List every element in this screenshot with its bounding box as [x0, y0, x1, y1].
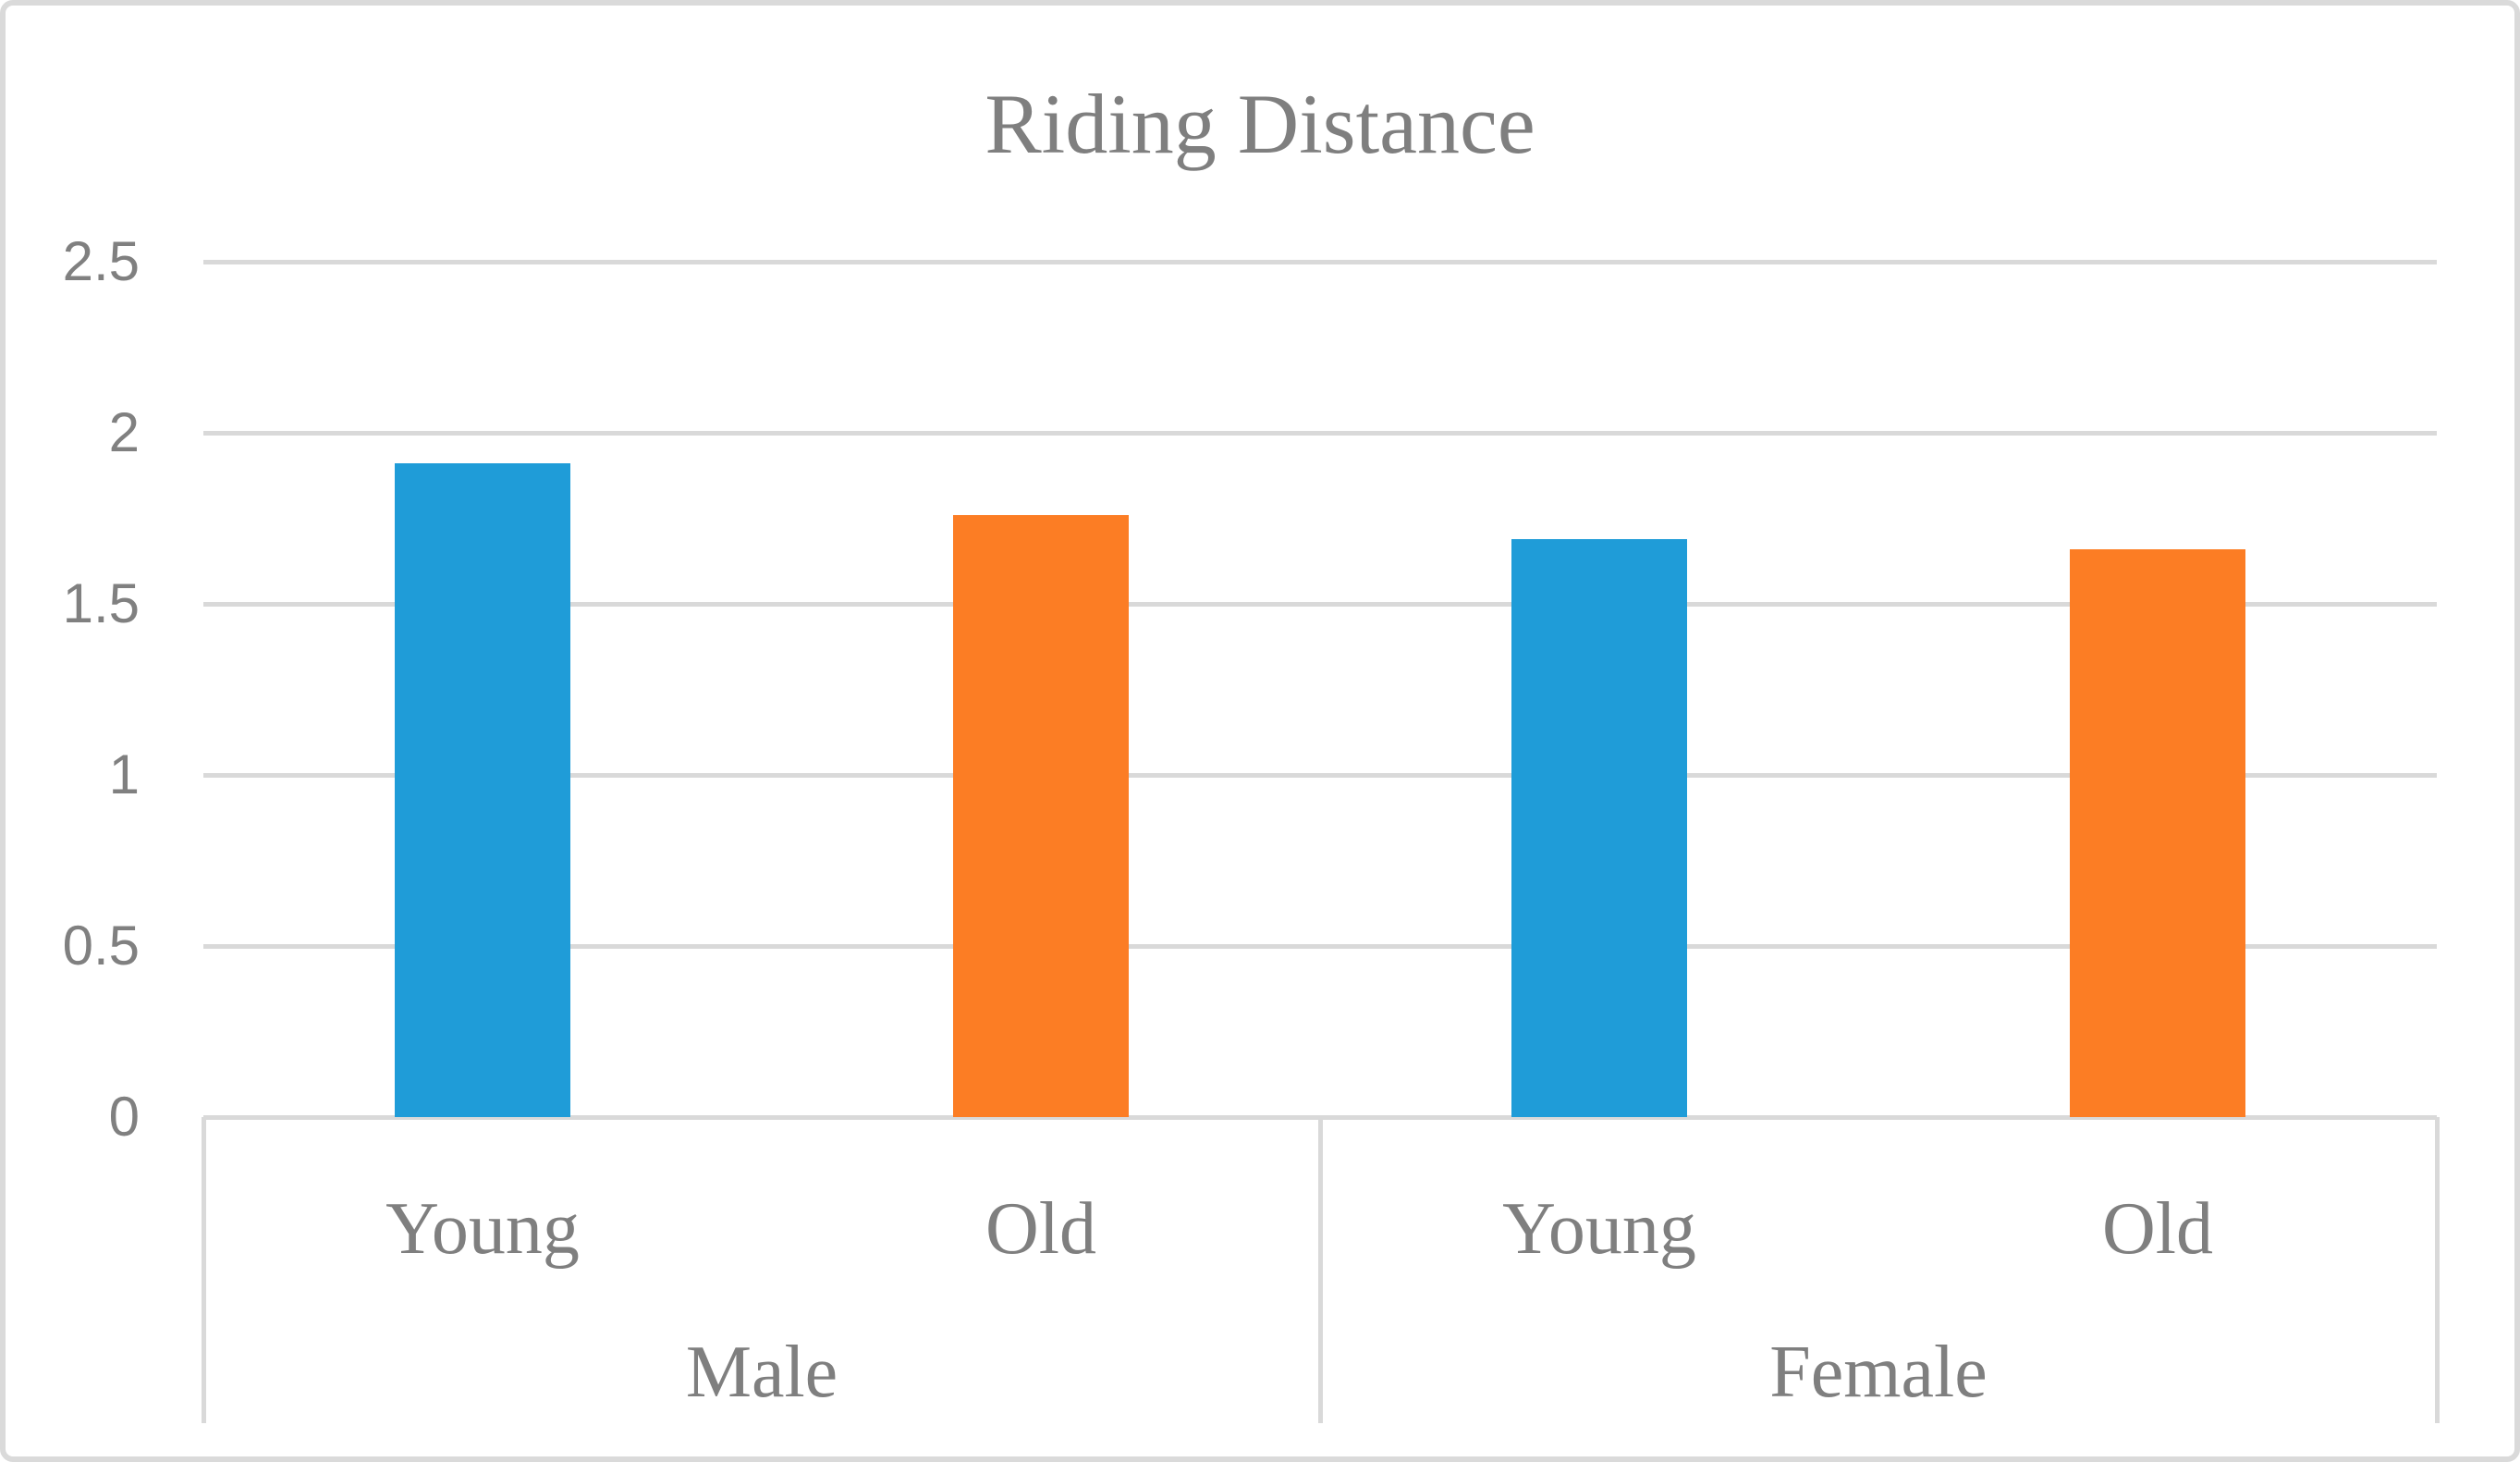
category-separator-1 — [1318, 1117, 1323, 1423]
category-separator-2 — [2435, 1117, 2440, 1423]
gridline-0.5 — [203, 944, 2437, 949]
category-label-female-old-3: Old — [2102, 1188, 2213, 1270]
gridline-1 — [203, 773, 2437, 778]
y-tick-label-0.5: 0.5 — [62, 915, 140, 977]
category-label-female-young-2: Young — [1502, 1188, 1696, 1270]
chart-title: Riding Distance — [985, 77, 1535, 171]
bar-male-young — [395, 463, 570, 1117]
y-tick-label-2.5: 2.5 — [62, 230, 140, 292]
y-tick-label-1.5: 1.5 — [62, 572, 140, 634]
category-label-male-old-1: Old — [985, 1188, 1096, 1270]
group-label-female: Female — [1769, 1332, 1988, 1413]
bar-female-young — [1511, 539, 1687, 1117]
y-tick-label-0: 0 — [108, 1086, 140, 1148]
group-label-male: Male — [685, 1332, 838, 1413]
category-label-male-young-0: Young — [385, 1188, 580, 1270]
y-tick-label-2: 2 — [108, 401, 140, 463]
gridline-2 — [203, 431, 2437, 436]
bar-male-old — [953, 515, 1129, 1117]
gridline-2.5 — [203, 260, 2437, 264]
y-tick-label-1: 1 — [108, 743, 140, 805]
gridline-1.5 — [203, 602, 2437, 607]
category-separator-0 — [202, 1117, 206, 1423]
bar-female-old — [2070, 549, 2245, 1117]
